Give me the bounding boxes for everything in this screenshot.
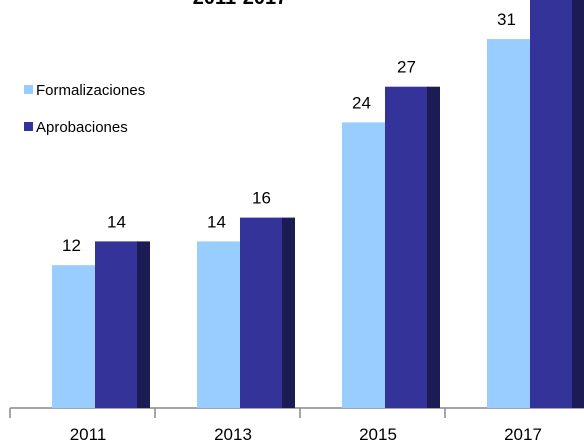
x-tick-label: 2013 xyxy=(214,425,252,441)
bar xyxy=(240,217,295,408)
legend-label: Aprobaciones xyxy=(36,119,128,136)
legend-label: Formalizaciones xyxy=(36,82,145,99)
legend-swatch xyxy=(24,85,33,94)
data-label: 27 xyxy=(397,58,416,77)
bar xyxy=(197,241,240,408)
bar xyxy=(95,241,150,408)
data-label: 14 xyxy=(207,212,226,231)
bar xyxy=(530,0,584,408)
x-tick-label: 2011 xyxy=(70,425,107,441)
legend-swatch xyxy=(24,122,33,131)
data-label: 16 xyxy=(252,189,271,208)
x-tick-label: 2017 xyxy=(504,425,542,441)
bar xyxy=(487,39,530,408)
bar xyxy=(52,265,95,408)
data-label: 12 xyxy=(62,236,81,255)
data-label: 14 xyxy=(107,212,126,231)
bar xyxy=(342,122,385,409)
chart-title: 2011-2017 xyxy=(193,0,288,9)
x-tick-label: 2015 xyxy=(359,425,397,441)
bar xyxy=(385,86,440,408)
data-label: 24 xyxy=(352,93,371,112)
data-label: 31 xyxy=(497,10,516,29)
